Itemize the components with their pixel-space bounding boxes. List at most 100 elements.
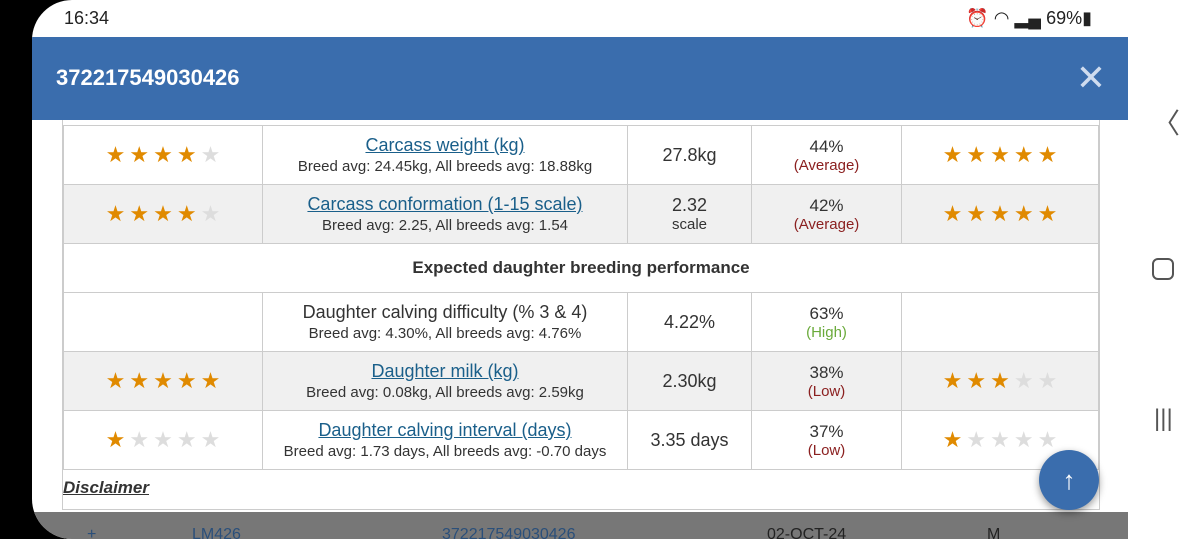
star-icon: ★	[200, 427, 221, 452]
trait-name[interactable]: Carcass weight (kg)	[365, 135, 525, 155]
value-cell: 2.30kg	[627, 351, 752, 411]
rating-stars-left: ★ ★ ★ ★ ★	[63, 184, 263, 244]
recents-icon[interactable]: |||	[1154, 405, 1173, 432]
value-cell: 4.22%	[627, 292, 752, 352]
disclaimer-link[interactable]: Disclaimer	[63, 478, 149, 497]
back-icon[interactable]: 〈	[1152, 108, 1181, 139]
rating-stars-right: ★ ★ ★ ★ ★	[901, 184, 1099, 244]
reliability: 42%	[809, 195, 844, 215]
trait-name: Daughter calving difficulty (% 3 & 4)	[302, 302, 588, 322]
star-icon: ★	[176, 427, 197, 452]
star-icon: ★	[129, 142, 150, 167]
star-icon: ★	[966, 201, 987, 226]
table-row: Daughter calving difficulty (% 3 & 4) Bre…	[63, 292, 1099, 352]
star-icon: ★	[105, 368, 126, 393]
reliability: 38%	[809, 362, 844, 382]
star-icon: ★	[153, 142, 173, 167]
system-nav-bar: 〈 |||	[1128, 0, 1200, 539]
star-icon: ★	[1013, 427, 1034, 452]
expand-icon[interactable]: +	[87, 526, 97, 539]
close-icon[interactable]: ✕	[1075, 57, 1106, 98]
alarm-icon: ⏰	[966, 8, 989, 28]
trait-averages: Breed avg: 2.25, All breeds avg: 1.54	[322, 217, 568, 234]
scroll-top-button[interactable]: ↑	[1039, 450, 1099, 510]
table-row: ★ ★ ★ ★ ★ Daughter calving interval (days) Br…	[63, 410, 1099, 470]
rating-stars-left	[63, 292, 263, 352]
wifi-icon: ◠	[993, 8, 1010, 28]
section-title: Expected daughter breeding performance	[63, 243, 1099, 293]
rating-stars-right	[901, 292, 1099, 352]
reliability-category: (High)	[806, 323, 847, 341]
trait-cell: Carcass conformation (1-15 scale) Breed a…	[262, 184, 628, 244]
star-icon: ★	[942, 427, 963, 452]
star-icon: ★	[1037, 201, 1058, 226]
trait-name[interactable]: Daughter milk (kg)	[371, 361, 519, 381]
star-icon: ★	[966, 368, 987, 393]
trait-value: 3.35 days	[650, 429, 729, 450]
rating-stars-left: ★ ★ ★ ★ ★	[63, 410, 263, 470]
star-icon: ★	[200, 368, 221, 393]
trait-averages: Breed avg: 4.30%, All breeds avg: 4.76%	[308, 325, 582, 342]
reliability-cell: 42% (Average)	[751, 184, 902, 244]
star-icon: ★	[105, 201, 126, 226]
reliability-category: (Low)	[807, 382, 846, 400]
rating-stars-right: ★ ★ ★ ★ ★	[901, 125, 1099, 185]
value-cell: 27.8kg	[627, 125, 752, 185]
trait-value: 2.30kg	[662, 370, 717, 391]
trait-cell: Daughter calving difficulty (% 3 & 4) Bre…	[262, 292, 628, 352]
row-sex: M	[987, 526, 1001, 539]
star-icon: ★	[1037, 368, 1058, 393]
battery-level: 69%	[1046, 8, 1083, 28]
trait-value: 27.8kg	[662, 144, 717, 165]
home-icon[interactable]	[1152, 258, 1174, 280]
reliability-cell: 63% (High)	[751, 292, 902, 352]
row-code[interactable]: LM426	[192, 526, 241, 539]
modal-header: 372217549030426 ✕	[32, 37, 1128, 120]
background-list-row[interactable]: + LM426 372217549030426 02-OCT-24 M	[32, 512, 1128, 539]
app-screen: 16:34 ⏰ ◠ ▂▄ 69%▮ + LM426 37221754903042…	[32, 0, 1128, 539]
reliability-category: (Average)	[793, 156, 860, 174]
status-time: 16:34	[64, 8, 110, 28]
section-row: Expected daughter breeding performance	[63, 243, 1099, 293]
star-icon: ★	[129, 368, 150, 393]
star-icon: ★	[105, 427, 126, 452]
signal-icon: ▂▄	[1014, 8, 1042, 28]
star-icon: ★	[153, 201, 173, 226]
value-cell: 3.35 days	[627, 410, 752, 470]
value-cell: 2.32 scale	[627, 184, 752, 244]
star-icon: ★	[1013, 142, 1034, 167]
star-icon: ★	[129, 427, 150, 452]
trait-cell: Carcass weight (kg) Breed avg: 24.45kg, A…	[262, 125, 628, 185]
trait-unit: scale	[671, 216, 708, 233]
row-id[interactable]: 372217549030426	[442, 526, 576, 539]
rating-stars-right: ★ ★ ★ ★ ★	[901, 351, 1099, 411]
trait-name[interactable]: Carcass conformation (1-15 scale)	[307, 194, 583, 214]
trait-cell: Daughter calving interval (days) Breed av…	[262, 410, 628, 470]
star-icon: ★	[129, 201, 150, 226]
star-icon: ★	[966, 427, 987, 452]
star-icon: ★	[990, 201, 1010, 226]
reliability-category: (Average)	[793, 215, 860, 233]
status-icons: ⏰ ◠ ▂▄ 69%▮	[966, 8, 1092, 29]
star-icon: ★	[176, 142, 197, 167]
star-icon: ★	[1013, 368, 1034, 393]
reliability: 37%	[809, 421, 844, 441]
star-icon: ★	[966, 142, 987, 167]
star-icon: ★	[990, 368, 1010, 393]
rating-stars-left: ★ ★ ★ ★ ★	[63, 125, 263, 185]
trait-averages: Breed avg: 0.08kg, All breeds avg: 2.59k…	[306, 384, 584, 401]
reliability: 44%	[809, 136, 844, 156]
trait-name[interactable]: Daughter calving interval (days)	[318, 420, 572, 440]
trait-averages: Breed avg: 24.45kg, All breeds avg: 18.8…	[297, 158, 593, 175]
evaluation-table: ★ ★ ★ ★ ★ Carcass weight (kg) Breed avg: 24.4…	[63, 125, 1099, 470]
row-date: 02-OCT-24	[767, 526, 847, 539]
star-icon: ★	[1037, 142, 1058, 167]
star-icon: ★	[200, 201, 221, 226]
star-icon: ★	[990, 142, 1010, 167]
reliability-cell: 37% (Low)	[751, 410, 902, 470]
reliability-cell: 38% (Low)	[751, 351, 902, 411]
trait-value: 2.32	[671, 195, 708, 215]
battery-icon: ▮	[1082, 8, 1092, 28]
star-icon: ★	[1013, 201, 1034, 226]
trait-averages: Breed avg: 1.73 days, All breeds avg: -0…	[283, 443, 607, 460]
